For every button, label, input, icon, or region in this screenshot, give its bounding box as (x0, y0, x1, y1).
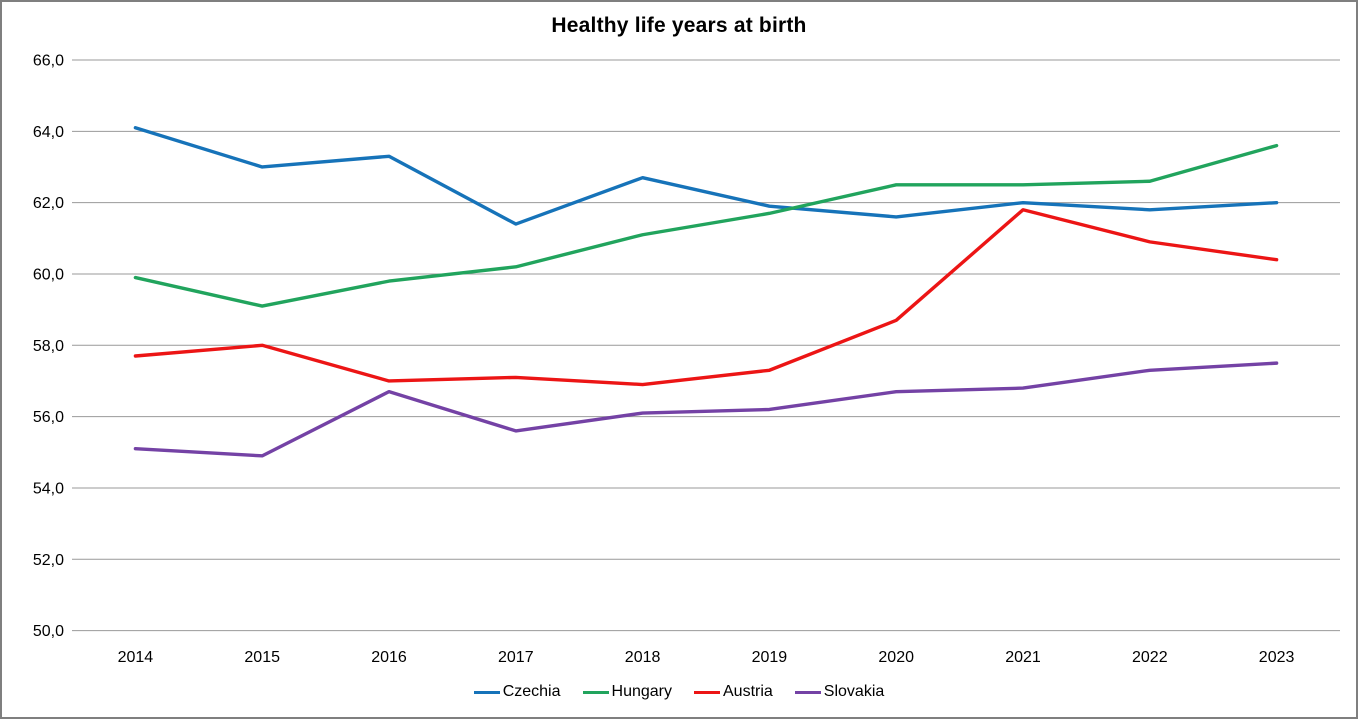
x-tick-label: 2020 (878, 649, 914, 666)
y-tick-label: 66,0 (33, 53, 64, 70)
x-tick-label: 2022 (1132, 649, 1168, 666)
x-tick-label: 2016 (371, 649, 407, 666)
legend-item-czechia: Czechia (473, 683, 561, 701)
y-tick-label: 54,0 (33, 480, 64, 497)
legend-label-slovakia: Slovakia (823, 683, 885, 700)
series-line-hungary (133, 143, 1279, 308)
x-tick-label: 2018 (625, 649, 661, 666)
x-tick-label: 2017 (498, 649, 534, 666)
gridlines (72, 59, 1340, 632)
series-line-slovakia (133, 361, 1279, 458)
y-tick-label: 56,0 (33, 409, 64, 426)
y-tick-label: 62,0 (33, 195, 64, 212)
x-axis-tick-labels: 2014 2015 2016 2017 2018 2019 2020 2021 2022 2023 (118, 649, 1295, 666)
legend: Czechia Hungary Austria Slovakia (2, 683, 1356, 701)
legend-item-austria: Austria (694, 683, 773, 701)
legend-swatch-czechia (473, 690, 500, 694)
legend-label-czechia: Czechia (502, 683, 561, 700)
x-tick-label: 2021 (1005, 649, 1041, 666)
series-line-czechia (133, 126, 1279, 226)
x-tick-label: 2015 (244, 649, 280, 666)
legend-swatch-hungary (582, 690, 609, 694)
y-tick-label: 60,0 (33, 266, 64, 283)
chart-title: Healthy life years at birth (551, 14, 807, 37)
legend-item-slovakia: Slovakia (794, 683, 885, 701)
y-tick-label: 52,0 (33, 552, 64, 569)
y-tick-label: 50,0 (33, 623, 64, 640)
x-tick-label: 2014 (118, 649, 154, 666)
y-axis-tick-labels: 50,0 52,0 54,0 56,0 58,0 60,0 62,0 64,0 66,0 (33, 53, 64, 641)
y-tick-label: 64,0 (33, 124, 64, 141)
y-tick-label: 58,0 (33, 338, 64, 355)
legend-item-hungary: Hungary (582, 683, 672, 701)
series-line-austria (133, 208, 1279, 387)
series-lines (133, 126, 1279, 458)
legend-label-austria: Austria (723, 683, 773, 700)
x-tick-label: 2019 (752, 649, 788, 666)
legend-swatch-slovakia (794, 690, 821, 694)
legend-label-hungary: Hungary (611, 683, 672, 700)
x-tick-label: 2023 (1259, 649, 1295, 666)
legend-swatch-austria (694, 690, 720, 694)
